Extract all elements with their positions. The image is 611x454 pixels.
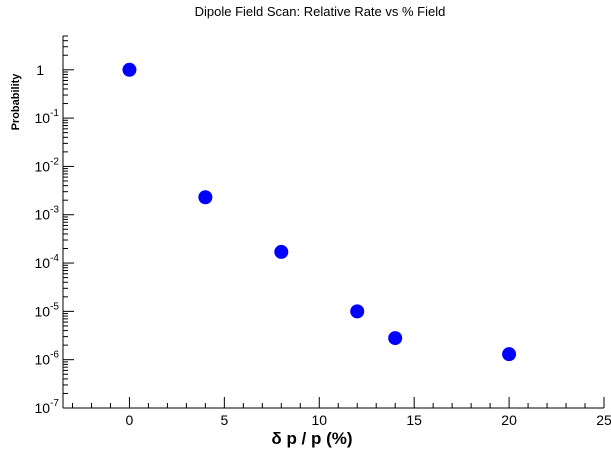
x-tick-label: 0 bbox=[126, 412, 134, 428]
y-tick-label: 10-3 bbox=[35, 205, 60, 223]
x-tick-label: 20 bbox=[501, 412, 517, 428]
data-point bbox=[350, 304, 365, 319]
y-tick-exponent: -7 bbox=[50, 398, 59, 409]
y-tick-base: 10 bbox=[35, 158, 51, 174]
y-tick-base: 10 bbox=[35, 110, 51, 126]
y-tick-base: 10 bbox=[35, 352, 51, 368]
y-tick-exponent: -3 bbox=[50, 205, 59, 216]
x-tick-label: 5 bbox=[220, 412, 228, 428]
chart-title: Dipole Field Scan: Relative Rate vs % Fi… bbox=[195, 4, 446, 19]
y-tick-base: 10 bbox=[35, 255, 51, 271]
data-point bbox=[502, 347, 517, 362]
data-point bbox=[198, 190, 213, 205]
data-point bbox=[274, 244, 289, 259]
data-points bbox=[122, 62, 517, 362]
x-tick-label: 25 bbox=[596, 412, 611, 428]
y-tick-label: 1 bbox=[36, 62, 44, 78]
x-tick-label: 15 bbox=[406, 412, 422, 428]
axes bbox=[62, 36, 604, 409]
y-tick-base: 10 bbox=[35, 207, 51, 223]
y-tick-label: 10-7 bbox=[35, 398, 60, 416]
y-axis-label: Probability bbox=[10, 73, 22, 131]
y-tick-exponent: -2 bbox=[50, 156, 59, 167]
data-point bbox=[122, 62, 137, 77]
y-tick-label: 10-2 bbox=[35, 156, 60, 174]
y-tick-label: 10-4 bbox=[35, 253, 60, 271]
data-point bbox=[388, 331, 403, 346]
x-tick-label: 10 bbox=[311, 412, 327, 428]
y-tick-label: 10-6 bbox=[35, 350, 60, 368]
y-tick-exponent: -1 bbox=[50, 108, 59, 119]
y-tick-exponent: -5 bbox=[50, 301, 59, 312]
y-tick-label: 10-5 bbox=[35, 301, 60, 319]
y-tick-base: 10 bbox=[35, 400, 51, 416]
x-ticks: 0 5 10 15 20 25 bbox=[71, 397, 611, 428]
y-tick-exponent: -4 bbox=[50, 253, 59, 264]
y-ticks: 110-110-210-310-410-510-610-7 bbox=[35, 35, 74, 416]
y-tick-exponent: -6 bbox=[50, 350, 59, 361]
y-tick-base: 10 bbox=[35, 303, 51, 319]
x-axis-label: δ p / p (%) bbox=[271, 429, 352, 448]
y-tick-label: 10-1 bbox=[35, 108, 60, 126]
